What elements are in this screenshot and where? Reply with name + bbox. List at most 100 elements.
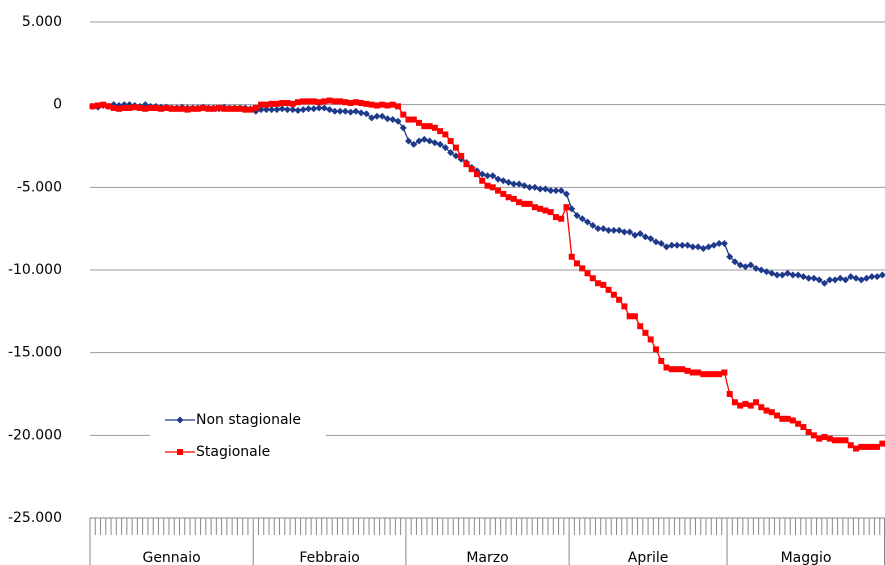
- data-point: [758, 404, 765, 411]
- data-point: [215, 104, 222, 111]
- y-tick-label: 5.000: [22, 14, 62, 30]
- data-point: [331, 98, 338, 105]
- data-point: [100, 101, 107, 108]
- data-point: [268, 106, 276, 114]
- data-point: [179, 105, 186, 112]
- data-point: [479, 177, 486, 184]
- data-point: [510, 195, 517, 202]
- data-point: [341, 107, 349, 115]
- data-point: [242, 106, 249, 113]
- data-point: [420, 135, 428, 143]
- data-point: [626, 313, 633, 320]
- data-point: [615, 226, 623, 234]
- data-point: [304, 105, 312, 113]
- data-point: [300, 98, 307, 105]
- data-point: [484, 172, 491, 180]
- data-point: [105, 103, 112, 110]
- y-tick-label: -10.000: [8, 262, 62, 278]
- data-point: [741, 263, 749, 271]
- series-line: [92, 103, 883, 284]
- data-point: [747, 261, 755, 269]
- data-point: [173, 105, 180, 112]
- data-point: [436, 140, 444, 148]
- data-point: [826, 276, 834, 284]
- data-point: [663, 364, 670, 371]
- data-point: [473, 171, 480, 178]
- data-point: [558, 215, 565, 222]
- data-point: [757, 266, 765, 274]
- data-point: [837, 437, 844, 444]
- data-point: [547, 209, 554, 216]
- data-point: [805, 274, 813, 282]
- data-point: [478, 170, 486, 178]
- data-point: [810, 432, 817, 439]
- data-point: [647, 235, 655, 243]
- data-point: [794, 271, 802, 279]
- data-point: [326, 97, 333, 104]
- data-point: [279, 100, 286, 107]
- data-point: [541, 185, 549, 193]
- data-point: [684, 241, 692, 249]
- data-point: [520, 182, 528, 190]
- data-point: [842, 437, 849, 444]
- data-point: [547, 187, 555, 195]
- data-point: [147, 104, 154, 111]
- data-point: [663, 243, 671, 251]
- data-point: [752, 264, 760, 272]
- data-point: [800, 424, 807, 431]
- data-point: [337, 98, 344, 105]
- data-point: [384, 102, 391, 109]
- data-point: [158, 105, 165, 112]
- data-point: [705, 371, 712, 378]
- data-point: [773, 271, 781, 279]
- data-point: [847, 442, 854, 449]
- data-point: [742, 400, 749, 407]
- data-point: [526, 200, 533, 207]
- data-point: [842, 276, 850, 284]
- data-point: [710, 371, 717, 378]
- data-point: [689, 369, 696, 376]
- data-point: [584, 270, 591, 277]
- data-point: [778, 271, 786, 279]
- data-point: [258, 101, 265, 108]
- data-point: [831, 437, 838, 444]
- y-tick-label: -5.000: [17, 179, 62, 195]
- data-point: [368, 114, 376, 122]
- data-point: [421, 123, 428, 130]
- data-point: [363, 100, 370, 107]
- data-point: [652, 238, 660, 246]
- data-point: [305, 98, 312, 105]
- data-point: [399, 124, 407, 132]
- data-point: [568, 253, 575, 260]
- data-point: [747, 402, 754, 409]
- data-point: [637, 323, 644, 330]
- data-point: [763, 407, 770, 414]
- y-tick-label: 0: [53, 97, 62, 113]
- data-point: [426, 123, 433, 130]
- data-point: [568, 205, 576, 213]
- data-point: [636, 230, 644, 238]
- data-point: [768, 409, 775, 416]
- data-point: [710, 241, 718, 249]
- data-point: [857, 276, 865, 284]
- data-point: [874, 443, 881, 450]
- data-point: [415, 137, 423, 145]
- data-point: [631, 313, 638, 320]
- data-point: [573, 211, 581, 219]
- data-point: [852, 274, 860, 282]
- data-point: [273, 106, 281, 114]
- data-point: [331, 107, 339, 115]
- data-point: [873, 273, 881, 281]
- data-point: [378, 112, 386, 120]
- data-point: [505, 194, 512, 201]
- data-point: [284, 100, 291, 107]
- data-point: [605, 286, 612, 293]
- x-tick-label: Marzo: [466, 550, 508, 565]
- data-point: [605, 226, 613, 234]
- data-point: [142, 105, 149, 112]
- data-point: [774, 412, 781, 419]
- data-point: [342, 99, 349, 106]
- data-point: [257, 106, 265, 114]
- data-point: [194, 105, 201, 112]
- data-point: [784, 415, 791, 422]
